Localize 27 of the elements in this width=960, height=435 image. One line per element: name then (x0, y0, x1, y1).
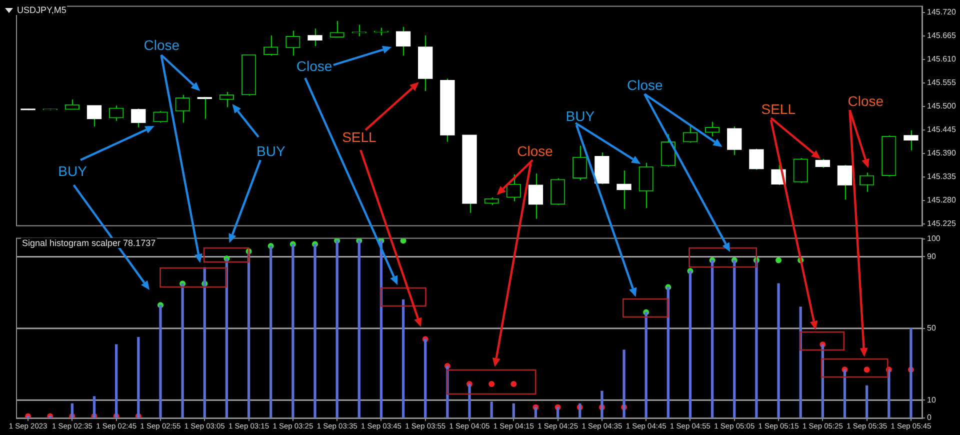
y-tick-label: 145.555 (927, 78, 956, 88)
y-tick-label: 100 (927, 234, 941, 244)
annotation: SELL (761, 101, 796, 117)
y-tick-label: 10 (927, 395, 936, 404)
y-tick-label: 90 (927, 252, 936, 261)
y-tick-label: 145.445 (927, 125, 956, 134)
annotation: Close (144, 37, 180, 53)
y-tick-label: 145.665 (927, 31, 956, 40)
y-tick-label: 145.610 (927, 54, 956, 64)
y-tick-label: 145.720 (927, 8, 956, 17)
y-tick-label: 145.500 (927, 102, 956, 111)
annotation: BUY (566, 108, 595, 124)
y-tick-label: 145.390 (927, 148, 956, 158)
annotation: SELL (342, 129, 376, 145)
chart-title: Signal histogram scalper 78.1737 (21, 238, 157, 248)
y-tick-label: 50 (927, 324, 936, 333)
annotation: BUY (256, 143, 286, 159)
annotation: BUY (58, 163, 87, 179)
y-tick-label: 145.280 (927, 196, 956, 205)
annotation: Close (848, 93, 884, 109)
y-tick-label: 145.335 (927, 172, 956, 182)
chart-title: USDJPY,M5 (16, 5, 68, 15)
y-tick-label: 0 (927, 413, 932, 422)
annotation: Close (627, 77, 663, 93)
y-tick-label: 145.225 (927, 219, 956, 228)
annotation: Close (517, 143, 553, 159)
annotation: Close (296, 58, 332, 74)
